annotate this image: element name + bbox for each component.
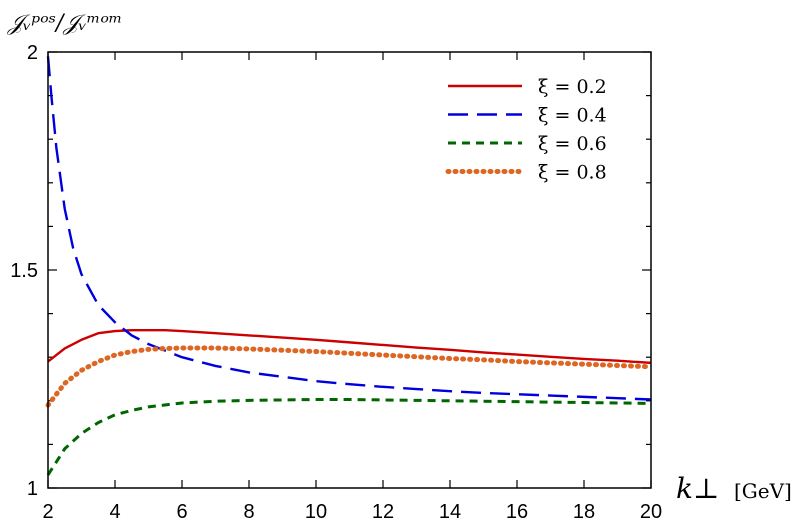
legend: ξ = 0.2 ξ = 0.4 ξ = 0.6 ξ = 0.8 <box>445 76 607 184</box>
series-layer <box>45 56 654 476</box>
x-tick-label-0: 2 <box>42 501 53 523</box>
ticks-layer: 2 4 6 8 10 12 14 16 18 20 1 1.5 2 <box>10 42 662 523</box>
x-tick-label-3: 8 <box>243 501 254 523</box>
x-tick-label-7: 16 <box>506 501 528 523</box>
plot-frame <box>47 51 652 489</box>
x-tick-label-2: 6 <box>176 501 187 523</box>
y-axis-label: 𝒥ᵥᵖᵒˢ/𝒥ᵥᵐᵒᵐ <box>7 11 122 36</box>
y-tick-label-0: 1 <box>27 478 38 500</box>
x-tick-label-8: 18 <box>573 501 595 523</box>
legend-label-3: ξ = 0.8 <box>538 162 607 184</box>
legend-label-1: ξ = 0.4 <box>538 105 607 127</box>
x-tick-label-9: 20 <box>640 501 662 523</box>
x-axis-label: k⊥ <box>676 472 719 505</box>
x-tick-label-1: 4 <box>109 501 120 523</box>
legend-label-0: ξ = 0.2 <box>538 76 607 98</box>
series-line-1 <box>46 56 652 401</box>
y-tick-label-2: 2 <box>27 42 38 64</box>
legend-label-2: ξ = 0.6 <box>538 133 607 155</box>
x-tick-label-5: 12 <box>372 501 394 523</box>
series-line-3 <box>45 345 654 408</box>
series-line-2 <box>46 397 652 476</box>
series-line-0 <box>47 328 652 365</box>
y-tick-label-1: 1.5 <box>10 260 38 282</box>
x-tick-label-6: 14 <box>439 501 461 523</box>
x-axis-unit: [GeV] <box>734 479 792 503</box>
x-tick-label-4: 10 <box>305 501 327 523</box>
